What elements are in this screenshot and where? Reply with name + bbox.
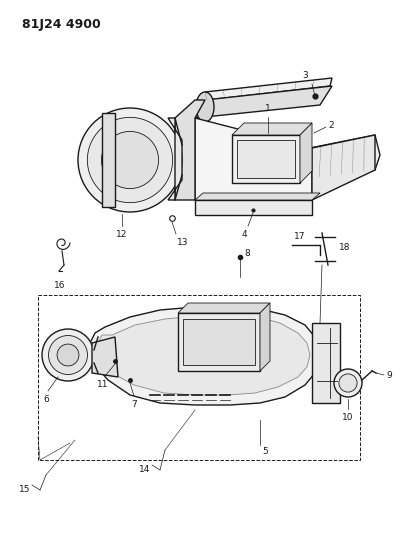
Text: 16: 16 — [54, 281, 66, 290]
Polygon shape — [260, 303, 270, 371]
Text: 3: 3 — [302, 71, 308, 80]
Circle shape — [48, 335, 88, 375]
Text: 13: 13 — [177, 238, 188, 247]
Bar — [183, 319, 255, 365]
Text: 15: 15 — [18, 484, 30, 494]
Polygon shape — [300, 123, 312, 183]
Circle shape — [42, 329, 94, 381]
Text: 14: 14 — [139, 464, 150, 473]
Text: 2: 2 — [328, 120, 334, 130]
Polygon shape — [88, 307, 318, 405]
Text: 8: 8 — [244, 248, 250, 257]
Text: 9: 9 — [386, 370, 392, 379]
Text: 10: 10 — [342, 413, 354, 422]
Polygon shape — [308, 135, 380, 178]
Text: 6: 6 — [43, 395, 49, 404]
Bar — [178, 313, 260, 371]
Polygon shape — [178, 303, 270, 313]
Circle shape — [57, 344, 79, 366]
Polygon shape — [195, 193, 320, 200]
Circle shape — [78, 108, 182, 212]
Text: 7: 7 — [131, 400, 137, 409]
Circle shape — [334, 369, 362, 397]
Polygon shape — [195, 118, 312, 200]
Text: 81J24 4900: 81J24 4900 — [22, 18, 101, 31]
Text: 12: 12 — [116, 230, 128, 239]
Circle shape — [102, 132, 158, 189]
Text: 11: 11 — [97, 380, 109, 389]
Polygon shape — [168, 118, 182, 200]
Bar — [312, 323, 340, 403]
Polygon shape — [92, 337, 118, 377]
Text: 18: 18 — [339, 244, 350, 253]
Polygon shape — [312, 135, 375, 200]
Polygon shape — [195, 86, 332, 118]
Polygon shape — [175, 100, 205, 200]
Text: 5: 5 — [262, 447, 268, 456]
Bar — [232, 135, 300, 183]
Text: 1: 1 — [265, 104, 271, 113]
Circle shape — [87, 117, 173, 203]
Text: 4: 4 — [241, 230, 247, 239]
Ellipse shape — [196, 92, 214, 122]
Polygon shape — [195, 200, 312, 215]
Bar — [38, 295, 360, 460]
Polygon shape — [102, 113, 115, 207]
Polygon shape — [96, 315, 310, 395]
Bar — [237, 140, 295, 178]
Text: 17: 17 — [294, 232, 306, 241]
Polygon shape — [205, 78, 332, 100]
Polygon shape — [232, 123, 312, 135]
Circle shape — [339, 374, 357, 392]
